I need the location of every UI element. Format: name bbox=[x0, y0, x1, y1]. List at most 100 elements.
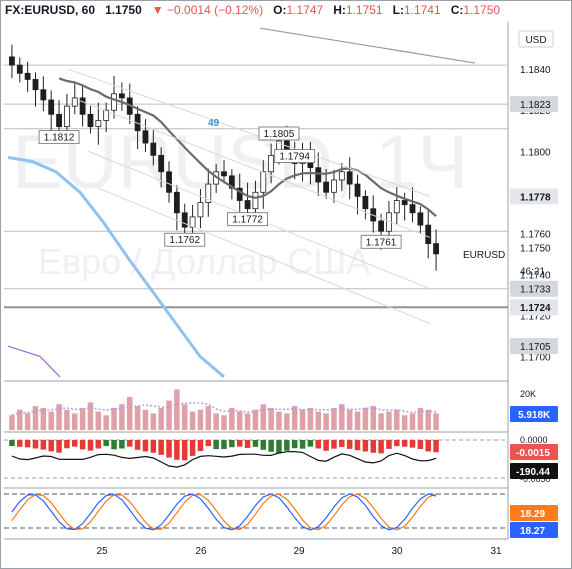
volume-bar[interactable] bbox=[174, 389, 180, 430]
candle[interactable] bbox=[40, 76, 47, 112]
volume-bar[interactable] bbox=[181, 404, 188, 430]
moving-average-purple-line[interactable] bbox=[7, 345, 61, 378]
macd-histogram-bar[interactable] bbox=[378, 440, 384, 454]
macd-histogram-bar[interactable] bbox=[24, 440, 31, 448]
volume-bar[interactable] bbox=[276, 411, 282, 430]
candle[interactable] bbox=[425, 210, 432, 259]
volume-bar[interactable] bbox=[103, 415, 109, 430]
macd-line[interactable] bbox=[11, 450, 437, 468]
macd-histogram-bar[interactable] bbox=[284, 440, 290, 451]
macd-histogram-bar[interactable] bbox=[394, 440, 400, 447]
macd-histogram-bar[interactable] bbox=[126, 440, 133, 447]
price-axis-label[interactable]: 1.1705 bbox=[510, 338, 558, 355]
stochastic-pane[interactable]: 18.29 18.27 bbox=[4, 493, 558, 538]
volume-bar[interactable] bbox=[40, 407, 47, 430]
candle[interactable] bbox=[79, 84, 86, 127]
volume-bar[interactable] bbox=[299, 409, 306, 430]
volume-bar[interactable] bbox=[401, 415, 408, 430]
volume-bar[interactable] bbox=[268, 407, 274, 430]
macd-histogram-bar[interactable] bbox=[433, 440, 439, 453]
volume-bar[interactable] bbox=[72, 413, 78, 430]
candle[interactable] bbox=[331, 169, 337, 203]
volume-bar[interactable] bbox=[433, 413, 439, 430]
volume-bar[interactable] bbox=[284, 413, 290, 430]
macd-histogram-bar[interactable] bbox=[425, 440, 431, 452]
candle[interactable] bbox=[393, 187, 400, 225]
candle[interactable] bbox=[354, 174, 361, 215]
volume-pane[interactable]: 20K 5.918K bbox=[9, 389, 558, 430]
candle[interactable] bbox=[166, 161, 172, 203]
macd-histogram-bar[interactable] bbox=[205, 440, 212, 447]
macd-histogram-bar[interactable] bbox=[9, 440, 15, 446]
volume-bar[interactable] bbox=[158, 407, 164, 430]
macd-histogram-bar[interactable] bbox=[17, 440, 23, 447]
volume-bar[interactable] bbox=[331, 407, 337, 430]
volume-bar[interactable] bbox=[221, 415, 227, 430]
candle[interactable] bbox=[103, 102, 110, 133]
candle[interactable] bbox=[142, 119, 149, 153]
moving-average-blue-line[interactable] bbox=[7, 155, 225, 379]
volume-bar[interactable] bbox=[95, 411, 102, 430]
macd-histogram-bar[interactable] bbox=[315, 440, 322, 449]
volume-bar[interactable] bbox=[126, 396, 133, 430]
volume-bar[interactable] bbox=[362, 407, 369, 430]
macd-histogram-bar[interactable] bbox=[150, 440, 157, 453]
macd-histogram-bar[interactable] bbox=[299, 440, 306, 449]
macd-histogram-bar[interactable] bbox=[417, 440, 424, 449]
macd-histogram-bar[interactable] bbox=[189, 440, 196, 456]
price-axis[interactable]: 1.18401.18201.18001.17801.17601.17401.17… bbox=[463, 65, 558, 363]
volume-bar[interactable] bbox=[378, 413, 384, 430]
trend-line[interactable] bbox=[259, 27, 476, 64]
volume-bar[interactable] bbox=[142, 409, 149, 430]
price-axis-label[interactable]: 1.1823 bbox=[510, 96, 558, 113]
candle[interactable] bbox=[221, 160, 227, 184]
candle[interactable] bbox=[118, 82, 125, 111]
candle[interactable] bbox=[95, 102, 102, 145]
macd-histogram-bar[interactable] bbox=[307, 440, 314, 447]
volume-bar[interactable] bbox=[409, 413, 416, 430]
candle[interactable] bbox=[197, 188, 204, 229]
price-annotation[interactable]: 1.1761 bbox=[360, 234, 402, 249]
stoch-k-line[interactable] bbox=[11, 493, 437, 531]
macd-histogram-bar[interactable] bbox=[95, 440, 102, 449]
stoch-d-line[interactable] bbox=[11, 493, 437, 531]
macd-histogram-bar[interactable] bbox=[291, 440, 298, 449]
volume-ma-line[interactable] bbox=[11, 402, 437, 417]
macd-histogram-bar[interactable] bbox=[79, 440, 86, 450]
candle[interactable] bbox=[9, 44, 15, 79]
macd-histogram-bar[interactable] bbox=[331, 440, 337, 449]
macd-histogram-bar[interactable] bbox=[158, 440, 164, 455]
price-annotation[interactable]: 1.1812 bbox=[38, 130, 80, 145]
candle[interactable] bbox=[205, 168, 212, 217]
macd-histogram-bar[interactable] bbox=[111, 440, 117, 450]
macd-histogram-bar[interactable] bbox=[268, 440, 274, 452]
candle[interactable] bbox=[228, 169, 235, 200]
volume-bar[interactable] bbox=[24, 413, 31, 430]
price-axis-label[interactable]: 1.1750 bbox=[520, 244, 551, 255]
volume-bar[interactable] bbox=[236, 411, 243, 430]
volume-bar[interactable] bbox=[134, 406, 141, 430]
macd-histogram-bar[interactable] bbox=[213, 440, 219, 450]
candle[interactable] bbox=[236, 173, 243, 215]
volume-bar[interactable] bbox=[64, 409, 70, 430]
macd-histogram-bar[interactable] bbox=[56, 440, 62, 453]
macd-histogram-bar[interactable] bbox=[174, 440, 180, 460]
volume-bar[interactable] bbox=[425, 409, 431, 430]
macd-histogram-bar[interactable] bbox=[103, 440, 109, 447]
macd-histogram-bar[interactable] bbox=[370, 440, 376, 453]
macd-histogram-bar[interactable] bbox=[40, 440, 47, 450]
volume-bar[interactable] bbox=[307, 407, 314, 430]
volume-bar[interactable] bbox=[119, 404, 125, 430]
macd-histogram-bar[interactable] bbox=[354, 440, 361, 451]
volume-bar[interactable] bbox=[213, 413, 219, 430]
volume-bar[interactable] bbox=[323, 413, 329, 430]
macd-histogram-bar[interactable] bbox=[386, 440, 392, 449]
macd-histogram-bar[interactable] bbox=[142, 440, 149, 452]
volume-bar[interactable] bbox=[339, 404, 345, 430]
moving-average-slow-line[interactable] bbox=[58, 77, 437, 218]
volume-bar[interactable] bbox=[291, 406, 298, 430]
macd-histogram-bar[interactable] bbox=[32, 440, 39, 449]
candle[interactable] bbox=[63, 93, 70, 136]
macd-histogram-bar[interactable] bbox=[72, 440, 78, 447]
